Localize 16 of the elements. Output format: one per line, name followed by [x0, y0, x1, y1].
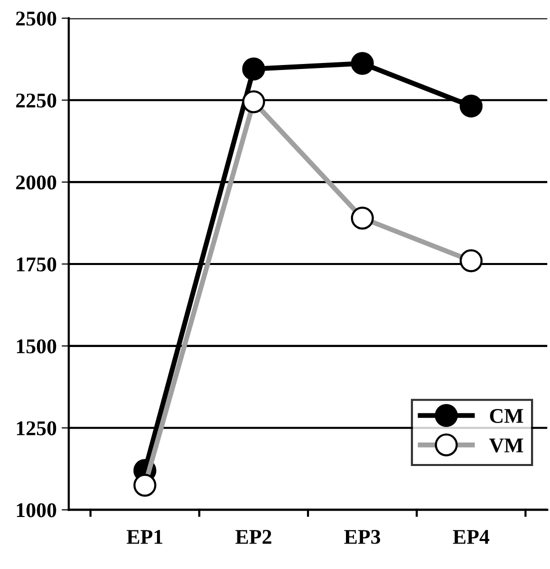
- y-tick-label: 1750: [16, 257, 56, 272]
- y-tick-label: 1250: [16, 421, 56, 436]
- y-tick-label: 1500: [16, 339, 56, 354]
- y-tick-label: 2000: [16, 175, 56, 190]
- point: [460, 94, 483, 118]
- x-tick-label: EP3: [344, 530, 380, 544]
- y-tick-label: 1000: [16, 503, 56, 518]
- legend-label: VM: [489, 438, 524, 453]
- point: [350, 52, 374, 75]
- y-tick-label: 2250: [16, 94, 56, 108]
- legend-label: CM: [490, 408, 524, 423]
- y-tick-label: 2500: [16, 12, 56, 26]
- x-tick-label: EP2: [235, 530, 272, 544]
- x-tick-label: EP4: [452, 530, 490, 544]
- x-tick-label: EP1: [126, 530, 162, 544]
- point: [242, 58, 266, 80]
